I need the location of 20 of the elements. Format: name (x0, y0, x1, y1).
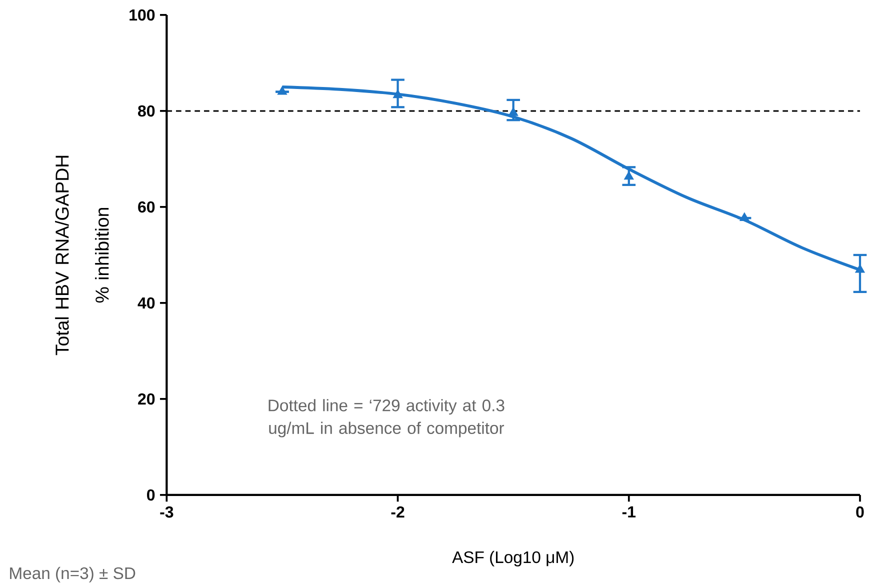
annotation: Dotted line = ‘729 activity at 0.3 ug/mL in absence of competitor (268, 399, 504, 438)
point (624, 171, 634, 180)
x-tick-label: -1 (622, 506, 636, 518)
text: Mean (n=3) ± SD (10, 566, 136, 582)
y-tick-label: 100 (130, 9, 155, 21)
y-tick-label: 40 (138, 297, 155, 309)
y-tick-label: 0 (147, 489, 155, 501)
y-tick-label: 20 (138, 393, 155, 405)
y-tick-label: 60 (138, 201, 155, 213)
point (740, 212, 750, 221)
x-axis-title: ASF (Log10 μM) (452, 550, 574, 566)
point (508, 107, 518, 116)
x-tick-label: -3 (160, 506, 174, 518)
point (392, 90, 403, 98)
point (855, 264, 865, 273)
y-tick-label: 80 (138, 105, 155, 117)
point (277, 86, 288, 95)
text: Total HBV RNA/GAPDH % inhibition (55, 156, 109, 356)
x-tick-label: -2 (391, 506, 404, 518)
x-tick-label: 0 (856, 506, 864, 518)
